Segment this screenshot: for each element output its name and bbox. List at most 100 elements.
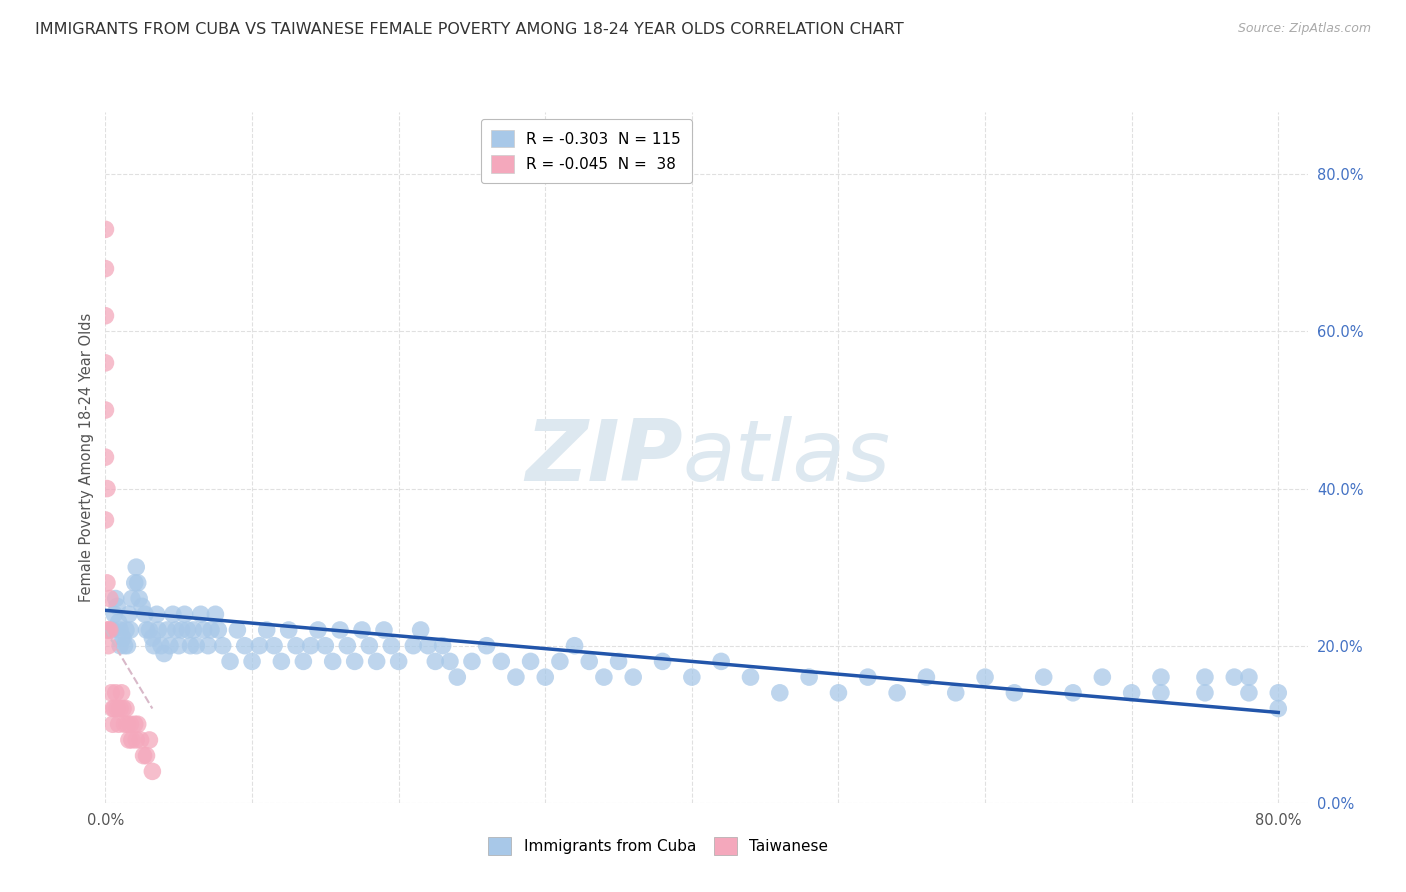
Point — [121, 591, 143, 606]
Point — [94, 309, 117, 323]
Point — [247, 639, 270, 653]
Point — [491, 654, 513, 668]
Point — [461, 654, 484, 668]
Point — [98, 623, 121, 637]
Point — [165, 623, 187, 637]
Point — [120, 623, 142, 637]
Point — [1237, 686, 1260, 700]
Point — [1194, 670, 1216, 684]
Point — [1267, 701, 1289, 715]
Point — [1150, 670, 1173, 684]
Point — [343, 654, 366, 668]
Point — [314, 639, 336, 653]
Point — [519, 654, 541, 668]
Point — [94, 450, 117, 465]
Point — [129, 733, 152, 747]
Point — [1267, 686, 1289, 700]
Point — [219, 654, 242, 668]
Point — [114, 639, 136, 653]
Point — [534, 670, 557, 684]
Point — [607, 654, 630, 668]
Point — [148, 623, 170, 637]
Point — [115, 623, 138, 637]
Point — [681, 670, 703, 684]
Point — [125, 560, 148, 574]
Point — [101, 701, 124, 715]
Point — [96, 575, 118, 590]
Point — [856, 670, 879, 684]
Point — [94, 222, 117, 236]
Point — [1237, 670, 1260, 684]
Point — [176, 623, 198, 637]
Point — [204, 607, 226, 622]
Point — [1062, 686, 1084, 700]
Point — [156, 623, 179, 637]
Point — [97, 623, 120, 637]
Point — [380, 639, 402, 653]
Point — [108, 639, 131, 653]
Point — [179, 639, 201, 653]
Point — [366, 654, 388, 668]
Point — [1002, 686, 1025, 700]
Point — [402, 639, 425, 653]
Point — [1091, 670, 1114, 684]
Point — [107, 615, 129, 629]
Point — [107, 717, 129, 731]
Point — [127, 575, 149, 590]
Point — [797, 670, 820, 684]
Point — [94, 403, 117, 417]
Point — [186, 639, 208, 653]
Point — [263, 639, 285, 653]
Point — [1032, 670, 1054, 684]
Point — [105, 701, 128, 715]
Point — [117, 639, 139, 653]
Point — [141, 764, 163, 779]
Point — [359, 639, 381, 653]
Point — [416, 639, 439, 653]
Point — [131, 599, 153, 614]
Point — [350, 623, 373, 637]
Point — [153, 647, 176, 661]
Point — [336, 639, 359, 653]
Y-axis label: Female Poverty Among 18-24 Year Olds: Female Poverty Among 18-24 Year Olds — [79, 312, 94, 602]
Point — [125, 733, 148, 747]
Text: atlas: atlas — [682, 416, 890, 499]
Point — [1223, 670, 1246, 684]
Point — [101, 623, 124, 637]
Point — [200, 623, 222, 637]
Point — [1150, 686, 1173, 700]
Point — [101, 717, 124, 731]
Point — [1194, 686, 1216, 700]
Point — [1121, 686, 1143, 700]
Point — [578, 654, 600, 668]
Point — [114, 717, 136, 731]
Point — [108, 701, 131, 715]
Point — [886, 686, 908, 700]
Point — [141, 631, 163, 645]
Point — [98, 591, 121, 606]
Point — [120, 717, 142, 731]
Point — [974, 670, 997, 684]
Text: ZIP: ZIP — [524, 416, 682, 499]
Point — [142, 639, 165, 653]
Point — [299, 639, 322, 653]
Point — [110, 686, 132, 700]
Text: IMMIGRANTS FROM CUBA VS TAIWANESE FEMALE POVERTY AMONG 18-24 YEAR OLDS CORRELATI: IMMIGRANTS FROM CUBA VS TAIWANESE FEMALE… — [35, 22, 904, 37]
Point — [138, 733, 160, 747]
Point — [128, 591, 150, 606]
Point — [100, 686, 122, 700]
Point — [96, 482, 118, 496]
Point — [112, 631, 135, 645]
Point — [94, 513, 117, 527]
Point — [115, 701, 138, 715]
Point — [439, 654, 461, 668]
Point — [135, 623, 157, 637]
Point — [124, 575, 146, 590]
Point — [207, 623, 229, 637]
Point — [145, 607, 167, 622]
Point — [827, 686, 849, 700]
Point — [285, 639, 308, 653]
Point — [740, 670, 762, 684]
Point — [117, 717, 139, 731]
Point — [105, 599, 128, 614]
